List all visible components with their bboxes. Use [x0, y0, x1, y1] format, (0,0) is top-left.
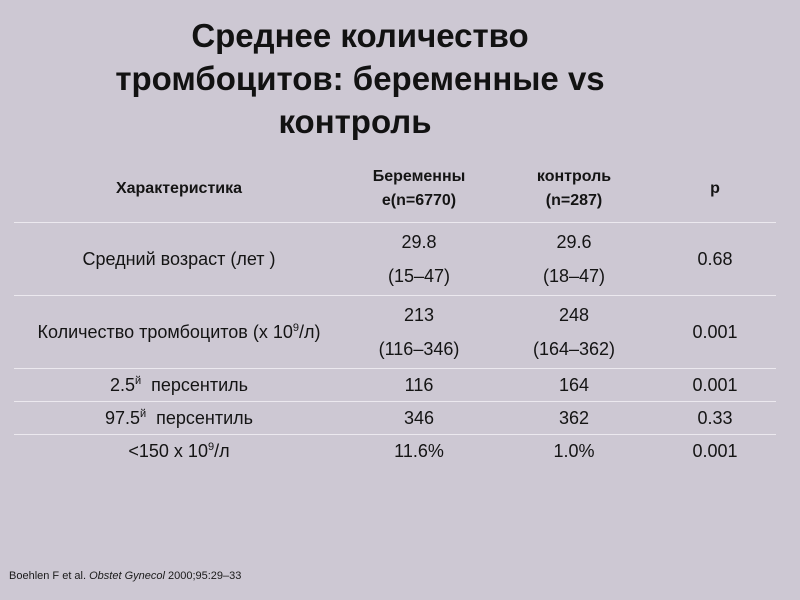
title-line-2: тромбоцитов: беременные vs — [115, 60, 605, 97]
source-journal: Obstet Gynecol — [89, 570, 165, 582]
cell-pregnant-platelets: 213 (116–346) — [344, 295, 494, 369]
label-superscript: й — [139, 408, 147, 420]
cell-control-p2-5: 164 — [494, 368, 654, 402]
row-label-p2-5: 2.5й персентиль — [14, 368, 344, 402]
cell-value: 29.8 — [401, 232, 437, 252]
title-line-3: контроль — [278, 103, 432, 140]
label-text: 2.5 — [109, 375, 135, 395]
cell-p-lt150: 0.001 — [654, 434, 776, 467]
label-text: /л — [214, 441, 230, 461]
header-pregnant: Беременны е(n=6770) — [372, 168, 466, 209]
cell-value: 29.6 — [556, 232, 592, 252]
cell-pregnant-p97-5: 346 — [344, 401, 494, 435]
cell-control-platelets: 248 (164–362) — [494, 295, 654, 369]
cell-range: (116–346) — [378, 339, 460, 359]
cell-pregnant-lt150: 11.6% — [344, 434, 494, 467]
label-text: <150 x 10 — [128, 441, 208, 461]
slide-title: Среднее количество тромбоцитов: беременн… — [60, 14, 660, 143]
row-label-age: Средний возраст (лет ) — [14, 222, 344, 296]
cell-range: (15–47) — [387, 266, 451, 286]
label-text: 97.5 — [104, 408, 140, 428]
cell-pregnant-p2-5: 116 — [344, 368, 494, 402]
table-row: Средний возраст (лет ) 29.8 (15–47) 29.6… — [14, 222, 776, 296]
title-line-1: Среднее количество — [191, 17, 529, 54]
table-header-row: Характеристика Беременны е(n=6770) контр… — [14, 156, 776, 223]
cell-range: (164–362) — [532, 339, 616, 359]
header-control: контроль (n=287) — [494, 156, 654, 223]
label-text: персентиль — [141, 375, 249, 395]
label-text: персентиль — [146, 408, 254, 428]
label-text: Количество тромбоцитов (x 10 — [37, 322, 293, 342]
cell-control-lt150: 1.0% — [494, 434, 654, 467]
header-characteristic: Характеристика — [115, 180, 243, 197]
table-row: <150 x 109/л 11.6% 1.0% 0.001 — [14, 434, 776, 467]
header-control-line2: (n=287) — [545, 192, 603, 209]
label-superscript: 9 — [292, 322, 300, 334]
header-control-line1: контроль — [536, 168, 612, 185]
source-citation: Boehlen F et al. Obstet Gynecol 2000;95:… — [9, 570, 241, 582]
header-p: p — [710, 180, 720, 197]
table-row: 2.5й персентиль 116 164 0.001 — [14, 368, 776, 402]
cell-p-platelets: 0.001 — [654, 295, 776, 369]
table-row: 97.5й персентиль 346 362 0.33 — [14, 401, 776, 435]
cell-p-p97-5: 0.33 — [654, 401, 776, 435]
platelet-comparison-table: Характеристика Беременны е(n=6770) контр… — [14, 156, 776, 467]
row-label-platelets: Количество тромбоцитов (x 109/л) — [14, 295, 344, 369]
cell-pregnant-age: 29.8 (15–47) — [344, 222, 494, 296]
cell-value: 248 — [558, 305, 590, 325]
source-reference: 2000;95:29–33 — [164, 570, 242, 582]
cell-p-age: 0.68 — [654, 222, 776, 296]
cell-value: 213 — [403, 305, 435, 325]
label-superscript: й — [134, 375, 142, 387]
label-text: /л) — [299, 322, 321, 342]
cell-control-age: 29.6 (18–47) — [494, 222, 654, 296]
label-superscript: 9 — [207, 441, 215, 453]
cell-range: (18–47) — [542, 266, 606, 286]
source-authors: Boehlen F et al. — [9, 570, 90, 582]
row-label-p97-5: 97.5й персентиль — [14, 401, 344, 435]
table-row: Количество тромбоцитов (x 109/л) 213 (11… — [14, 295, 776, 369]
row-label-lt150: <150 x 109/л — [14, 434, 344, 467]
cell-p-p2-5: 0.001 — [654, 368, 776, 402]
cell-control-p97-5: 362 — [494, 401, 654, 435]
